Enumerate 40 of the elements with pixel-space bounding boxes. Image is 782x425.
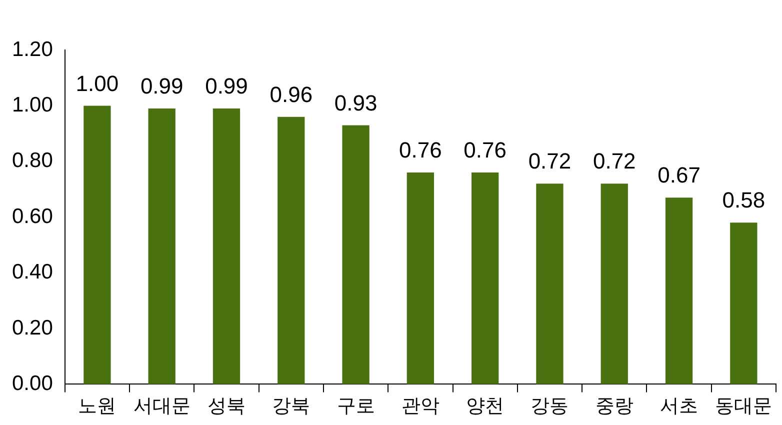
data-label: 0.99 (140, 74, 184, 99)
data-label: 1.00 (76, 70, 119, 96)
x-tick-label: 서대문 (133, 396, 190, 417)
y-tick-label: 0.20 (12, 316, 53, 340)
bar (342, 125, 370, 384)
bar (730, 222, 758, 384)
y-tick-label: 1.00 (12, 93, 53, 116)
bar (472, 172, 499, 384)
x-tick-label: 노원 (78, 396, 116, 417)
y-tick-label: 0.80 (12, 149, 53, 172)
bar (665, 198, 693, 384)
bar (278, 116, 305, 384)
x-tick-label: 관악 (401, 396, 440, 417)
bar (84, 106, 111, 384)
y-tick-label: 0.00 (12, 372, 53, 395)
x-tick-label: 동대문 (715, 396, 772, 417)
data-label: 0.67 (658, 162, 700, 188)
bar (600, 184, 628, 384)
x-tick-label: 중랑 (595, 396, 634, 417)
x-tick-label: 강북 (272, 396, 310, 417)
y-tick-label: 1.20 (12, 38, 53, 61)
bar (536, 184, 564, 384)
bar (212, 108, 240, 384)
data-label: 0.76 (399, 138, 442, 163)
x-tick-label: 서초 (660, 396, 698, 417)
data-label: 0.72 (592, 148, 636, 174)
y-tick-label: 0.40 (12, 260, 53, 284)
x-tick-label: 강동 (530, 396, 569, 417)
y-tick-label: 0.60 (12, 204, 53, 228)
data-label: 0.76 (464, 138, 506, 163)
x-tick-label: 구로 (336, 396, 375, 417)
data-label: 0.96 (270, 82, 313, 107)
bar (406, 172, 434, 384)
bar (148, 108, 176, 384)
x-tick-label: 양천 (466, 396, 504, 417)
data-label: 0.99 (205, 74, 248, 99)
data-label: 0.93 (334, 90, 378, 116)
data-label: 0.72 (528, 148, 572, 174)
x-tick-label: 성북 (207, 396, 246, 417)
data-label: 0.58 (722, 188, 766, 213)
